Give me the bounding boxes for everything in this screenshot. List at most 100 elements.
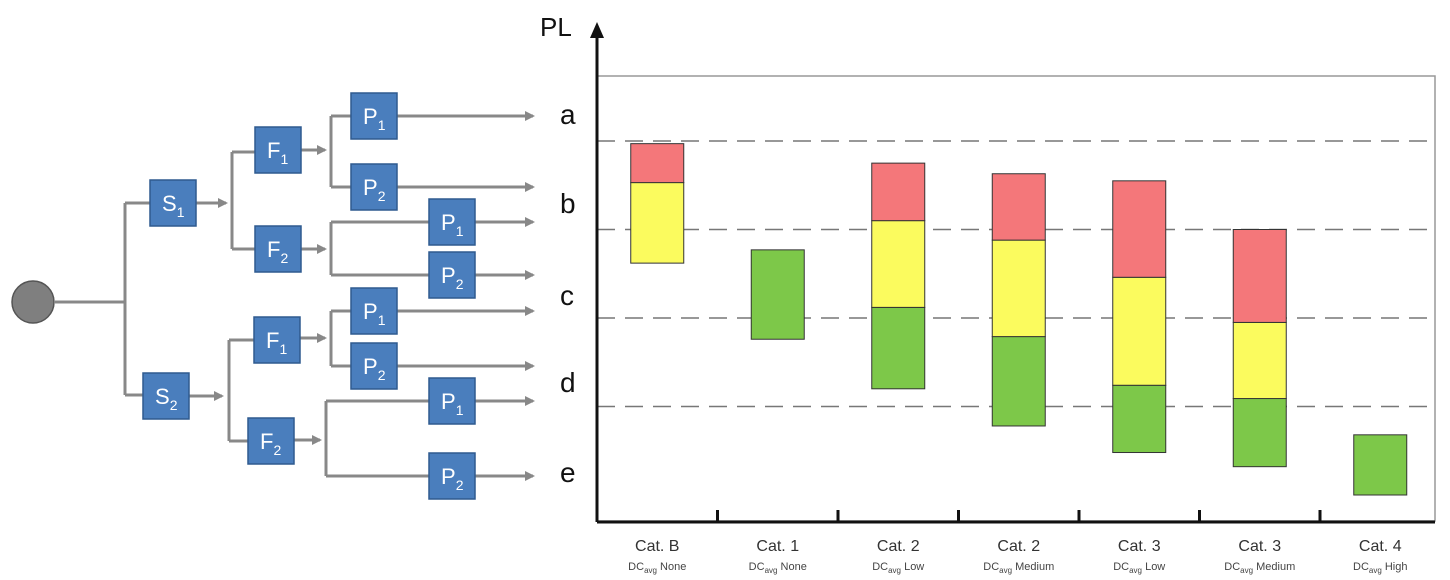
bar-stack-6 <box>1232 229 1287 468</box>
category-label-4: Cat. 2 DCavg Medium <box>983 538 1054 575</box>
node-label: P2 <box>363 354 386 383</box>
tree-nodes: S1 S2 F1 F2 F1 F2 P1 P2 P1 P2 P1 P2 P1 P2 <box>142 92 476 500</box>
node-box <box>350 163 398 211</box>
bar-stack-2 <box>750 249 805 340</box>
bar-segment-low <box>991 336 1046 427</box>
bar-segment-high <box>991 173 1046 241</box>
splitter-node-s1: S1 <box>149 179 197 227</box>
bar-segment-low <box>1112 384 1167 454</box>
node-box <box>253 316 301 364</box>
bars <box>630 143 1408 496</box>
bar-stack-1 <box>630 143 685 264</box>
category-name: Cat. B <box>635 538 679 555</box>
bar-stack-7 <box>1353 434 1408 496</box>
bar-segment-medium <box>630 182 685 264</box>
node-label: P2 <box>363 175 386 204</box>
tree-connectors <box>55 111 535 481</box>
category-name: Cat. 3 <box>1118 538 1161 555</box>
bar-segment-high <box>1112 180 1167 278</box>
node-box <box>428 251 476 299</box>
level-label-a: a <box>560 99 576 130</box>
category-dc: DCavg High <box>1353 561 1407 575</box>
node-label: P1 <box>363 299 386 328</box>
category-label-2: Cat. 1 DCavg None <box>749 538 807 575</box>
processor-node-p1-a: P1 <box>350 92 398 140</box>
decision-tree: S1 S2 F1 F2 F1 F2 P1 P2 P1 P2 P1 P2 P1 P2 a b c d e <box>11 92 576 500</box>
bar-segment-high <box>630 143 685 184</box>
category-name: Cat. 1 <box>756 538 799 555</box>
node-label: P1 <box>441 389 464 418</box>
x-tick-labels: Cat. B DCavg None Cat. 1 DCavg None Cat. 2 DC… <box>628 538 1407 575</box>
processor-node-p1-c: P1 <box>350 287 398 335</box>
bar-segment-medium <box>871 220 926 308</box>
node-box <box>247 417 295 465</box>
category-name: Cat. 4 <box>1359 538 1402 555</box>
node-box <box>350 342 398 390</box>
node-box <box>428 198 476 246</box>
filter-node-f1-lower: F1 <box>253 316 301 364</box>
root-node <box>11 280 55 324</box>
category-label-5: Cat. 3 DCavg Low <box>1113 538 1165 575</box>
node-label: P1 <box>441 210 464 239</box>
category-name: Cat. 3 <box>1238 538 1281 555</box>
category-label-1: Cat. B DCavg None <box>628 538 686 575</box>
category-label-7: Cat. 4 DCavg High <box>1353 538 1407 575</box>
filter-node-f2-lower: F2 <box>247 417 295 465</box>
processor-node-p2-b: P2 <box>428 251 476 299</box>
level-label-d: d <box>560 367 576 398</box>
category-dc: DCavg Low <box>1113 561 1165 575</box>
node-box <box>350 287 398 335</box>
node-label: P1 <box>363 104 386 133</box>
bar-segment-medium <box>991 239 1046 338</box>
processor-node-p2-a: P2 <box>350 163 398 211</box>
node-label: F1 <box>266 328 287 357</box>
node-box <box>428 377 476 425</box>
processor-node-p2-c: P2 <box>350 342 398 390</box>
filter-node-f2-upper: F2 <box>254 225 302 273</box>
node-label: P2 <box>441 263 464 292</box>
processor-node-p2-d: P2 <box>428 452 476 500</box>
node-box <box>428 452 476 500</box>
bar-segment-low <box>1353 434 1408 496</box>
node-label: F2 <box>260 429 281 458</box>
node-label: F2 <box>267 237 288 266</box>
node-box <box>350 92 398 140</box>
processor-node-p1-d: P1 <box>428 377 476 425</box>
filter-node-f1-upper: F1 <box>254 126 302 174</box>
category-dc: DCavg Medium <box>1224 561 1295 575</box>
bar-segment-low <box>1232 398 1287 468</box>
level-label-e: e <box>560 457 576 488</box>
processor-node-p1-b: P1 <box>428 198 476 246</box>
y-axis-label: PL <box>540 12 572 42</box>
category-label-6: Cat. 3 DCavg Medium <box>1224 538 1295 575</box>
node-box <box>254 126 302 174</box>
node-label: P2 <box>441 464 464 493</box>
node-box <box>149 179 197 227</box>
level-label-b: b <box>560 188 576 219</box>
bar-segment-high <box>871 162 926 222</box>
category-dc: DCavg Medium <box>983 561 1054 575</box>
bar-segment-medium <box>1232 321 1287 400</box>
bar-stack-3 <box>871 162 926 390</box>
bar-segment-high <box>1232 229 1287 323</box>
category-name: Cat. 2 <box>877 538 920 555</box>
category-dc: DCavg Low <box>872 561 924 575</box>
node-label: S2 <box>155 384 178 413</box>
splitter-node-s2: S2 <box>142 372 190 420</box>
node-box <box>254 225 302 273</box>
category-name: Cat. 2 <box>997 538 1040 555</box>
x-ticks <box>716 510 1322 522</box>
level-labels: a b c d e <box>560 99 576 488</box>
level-label-c: c <box>560 280 574 311</box>
bar-segment-low <box>871 306 926 390</box>
node-label: F1 <box>267 138 288 167</box>
bar-stack-5 <box>1112 180 1167 454</box>
category-dc: DCavg None <box>749 561 807 575</box>
node-box <box>142 372 190 420</box>
node-label: S1 <box>162 191 185 220</box>
bar-stack-4 <box>991 173 1046 427</box>
category-dc: DCavg None <box>628 561 686 575</box>
bar-segment-low <box>750 249 805 340</box>
